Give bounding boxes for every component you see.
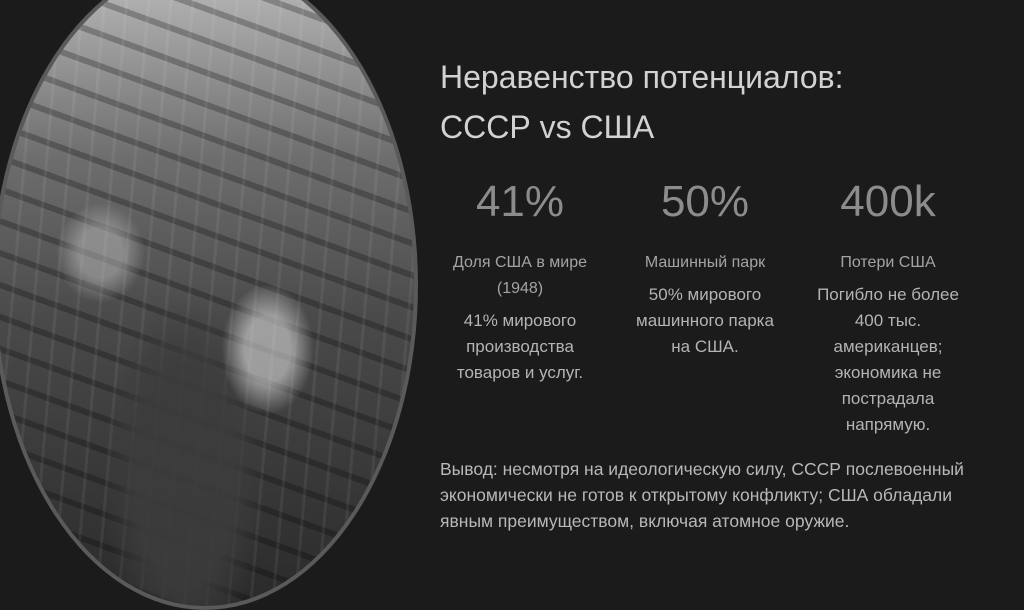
stat-value: 50% — [660, 177, 750, 226]
title-line-1: Неравенство потенциалов: — [440, 59, 844, 95]
stat-text: 41% мирового производства товаров и услу… — [456, 311, 584, 382]
title-line-2: СССР vs США — [440, 109, 655, 145]
stat-label: Машинный парк — [644, 254, 766, 271]
stat-text: Погибло не более 400 тыс. американцев; э… — [817, 285, 959, 434]
stat-label: Доля США в мире (1948) — [452, 254, 588, 297]
stat-value: 400k — [840, 177, 936, 226]
stat-world-share: 41% Доля США в мире (1948) 41% мирового … — [430, 176, 610, 386]
stat-us-losses: 400k Потери США Погибло не более 400 тыс… — [798, 176, 978, 438]
factory-photo — [0, 0, 418, 610]
stat-machine-park: 50% Машинный парк 50% мирового машинного… — [615, 176, 795, 360]
stat-value: 41% — [475, 177, 565, 226]
stat-text: 50% мирового машинного парка на США. — [636, 285, 774, 356]
conclusion-text: Вывод: несмотря на идеологическую силу, … — [440, 459, 964, 531]
stat-label: Потери США — [840, 254, 936, 271]
slide-title: Неравенство потенциалов: СССР vs США — [440, 52, 844, 152]
